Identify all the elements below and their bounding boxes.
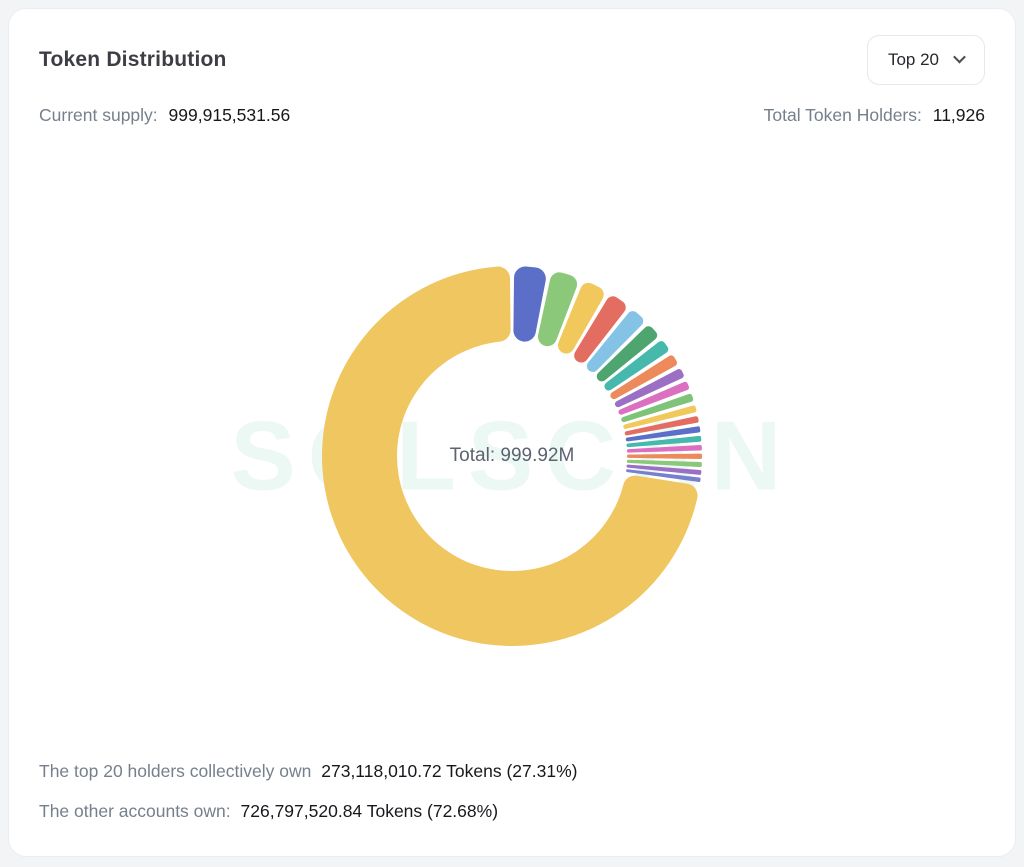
current-supply-value: 999,915,531.56 <box>168 105 291 125</box>
top20-summary-line: The top 20 holders collectively own 273,… <box>39 761 577 782</box>
current-supply: Current supply: 999,915,531.56 <box>39 105 290 126</box>
chevron-down-icon <box>953 50 966 64</box>
summary-block: The top 20 holders collectively own 273,… <box>39 761 577 822</box>
panel-title: Token Distribution <box>39 48 227 71</box>
donut-segment-holder-8[interactable] <box>610 355 677 400</box>
donut-segment-holder-18[interactable] <box>626 459 702 468</box>
total-holders-value: 11,926 <box>932 105 985 125</box>
donut-segment-holder-2[interactable] <box>537 272 578 347</box>
donut-segment-holder-10[interactable] <box>618 381 690 415</box>
top-holders-dropdown[interactable]: Top 20 <box>866 35 985 85</box>
donut-segment-holder-3[interactable] <box>557 282 604 354</box>
donut-segment-holder-4[interactable] <box>574 296 626 363</box>
others-summary-label: The other accounts own: <box>39 801 231 821</box>
donut-segment-others[interactable] <box>322 266 698 646</box>
donut-chart[interactable] <box>282 226 742 686</box>
donut-segment-holder-13[interactable] <box>624 416 699 436</box>
donut-center-label: Total: 999.92M <box>449 445 575 466</box>
donut-segment-holder-20[interactable] <box>626 469 701 483</box>
donut-segment-holder-7[interactable] <box>604 341 669 391</box>
donut-segment-holder-1[interactable] <box>513 266 546 342</box>
donut-segment-holder-14[interactable] <box>625 426 701 442</box>
others-summary-value: 726,797,520.84 Tokens (72.68%) <box>240 801 499 821</box>
donut-segment-holder-17[interactable] <box>627 453 703 460</box>
total-holders-label: Total Token Holders: <box>763 105 922 125</box>
donut-segment-holder-19[interactable] <box>626 464 702 475</box>
donut-segment-holder-12[interactable] <box>623 405 697 429</box>
donut-segment-holder-15[interactable] <box>626 435 702 448</box>
total-holders: Total Token Holders: 11,926 <box>764 105 985 126</box>
donut-segment-holder-16[interactable] <box>626 444 702 453</box>
donut-segment-holder-9[interactable] <box>614 369 684 408</box>
others-summary-line: The other accounts own: 726,797,520.84 T… <box>39 801 577 822</box>
top20-summary-value: 273,118,010.72 Tokens (27.31%) <box>321 761 578 781</box>
donut-segment-holder-6[interactable] <box>596 326 658 382</box>
donut-segment-holder-11[interactable] <box>621 393 694 423</box>
card-header: Token Distribution Top 20 <box>9 9 1015 85</box>
supply-holders-row: Current supply: 999,915,531.56 Total Tok… <box>9 85 1015 126</box>
dropdown-selected-label: Top 20 <box>887 50 939 69</box>
donut-segment-holder-5[interactable] <box>586 311 644 372</box>
token-distribution-card: Token Distribution Top 20 Current supply… <box>8 8 1016 857</box>
current-supply-label: Current supply: <box>39 105 158 125</box>
top20-summary-label: The top 20 holders collectively own <box>39 761 312 781</box>
